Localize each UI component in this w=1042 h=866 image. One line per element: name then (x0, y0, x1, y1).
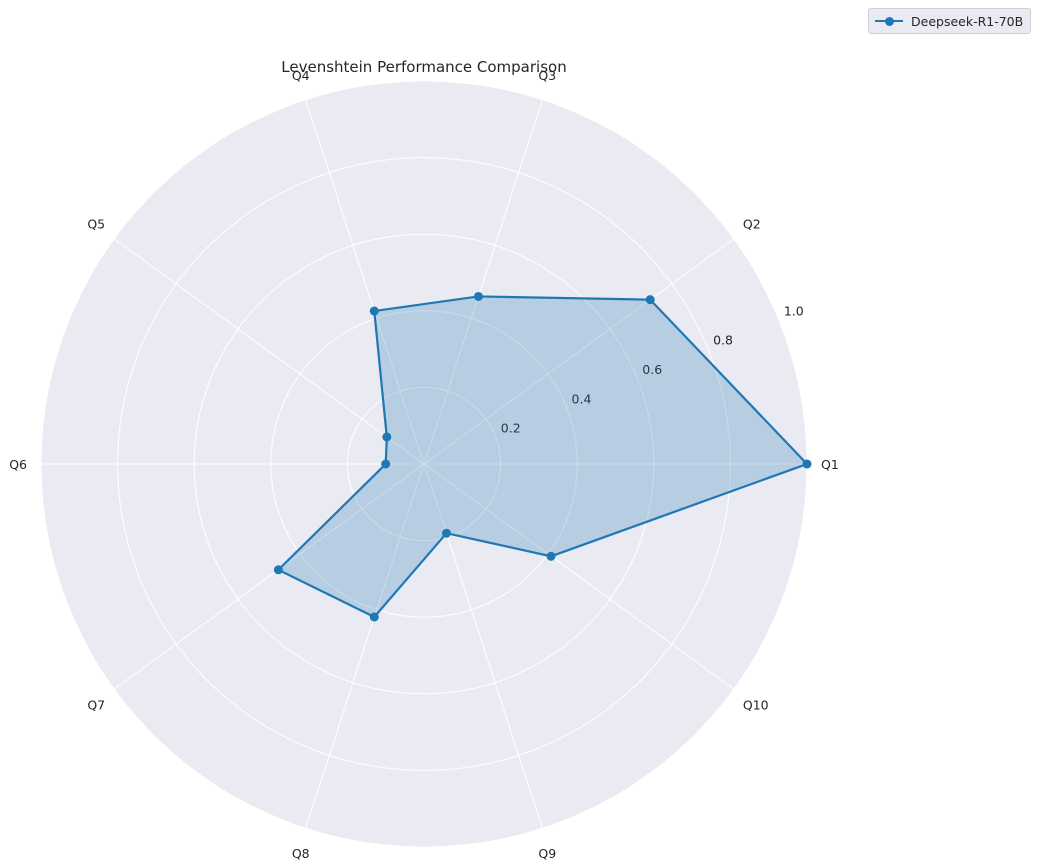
category-label-q1: Q1 (821, 457, 839, 472)
data-point-q7 (273, 565, 283, 575)
data-point-q4 (369, 306, 379, 316)
category-label-q10: Q10 (743, 697, 769, 712)
grid-spoke (305, 463, 425, 829)
data-point-q2 (645, 295, 655, 305)
radial-tick-label: 0.2 (501, 421, 521, 436)
category-label-q8: Q8 (292, 846, 310, 861)
data-point-q6 (381, 459, 391, 469)
grid-spoke (423, 99, 543, 465)
data-point-q3 (473, 291, 483, 301)
plot-area: 0.2 0.4 0.6 0.8 1.0 Q1 Q2 Q3 Q4 Q5 Q6 Q7 Q8 Q9 Q10 (9, 68, 839, 861)
data-point-q5 (382, 432, 392, 442)
grid-spoke (423, 238, 735, 465)
category-label-q5: Q5 (87, 217, 105, 232)
category-label-q3: Q3 (538, 68, 556, 83)
category-label-q2: Q2 (743, 217, 761, 232)
legend: Deepseek-R1-70B (868, 8, 1031, 34)
radial-tick-label: 0.8 (713, 333, 733, 348)
radial-tick-label: 0.4 (572, 391, 592, 406)
data-point-q10 (546, 551, 556, 561)
data-point-q8 (369, 612, 379, 622)
grid-spoke (423, 463, 735, 690)
radial-tick-label: 0.6 (642, 362, 662, 377)
grid-spoke (113, 238, 425, 465)
grid-spoke (113, 463, 425, 690)
grid-spoke (305, 99, 425, 465)
category-label-q9: Q9 (538, 846, 556, 861)
category-label-q7: Q7 (87, 697, 105, 712)
data-point-q9 (441, 528, 451, 538)
category-label-q4: Q4 (292, 68, 310, 83)
legend-marker (875, 14, 903, 28)
grid-spoke (423, 463, 543, 829)
data-point-q1 (802, 459, 812, 469)
legend-label: Deepseek-R1-70B (911, 13, 1024, 29)
series-fill (278, 296, 807, 617)
chart-title: Levenshtein Performance Comparison (281, 58, 566, 76)
category-label-q6: Q6 (9, 457, 27, 472)
radial-tick-label: 1.0 (784, 303, 804, 318)
